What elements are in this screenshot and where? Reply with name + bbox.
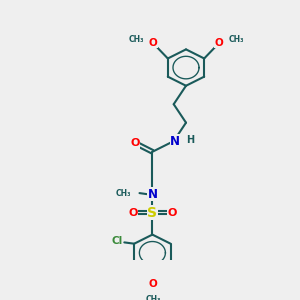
Text: O: O xyxy=(148,279,157,289)
Text: O: O xyxy=(148,38,157,48)
Text: O: O xyxy=(128,208,138,218)
Text: H: H xyxy=(186,135,194,145)
Text: S: S xyxy=(147,206,158,220)
Text: CH₃: CH₃ xyxy=(128,35,144,44)
Text: O: O xyxy=(215,38,224,48)
Text: CH₃: CH₃ xyxy=(116,189,131,198)
Text: N: N xyxy=(147,188,158,201)
Text: CH₃: CH₃ xyxy=(145,295,161,300)
Text: N: N xyxy=(170,135,180,148)
Text: O: O xyxy=(167,208,177,218)
Text: CH₃: CH₃ xyxy=(228,35,244,44)
Text: O: O xyxy=(130,138,140,148)
Text: Cl: Cl xyxy=(112,236,123,246)
